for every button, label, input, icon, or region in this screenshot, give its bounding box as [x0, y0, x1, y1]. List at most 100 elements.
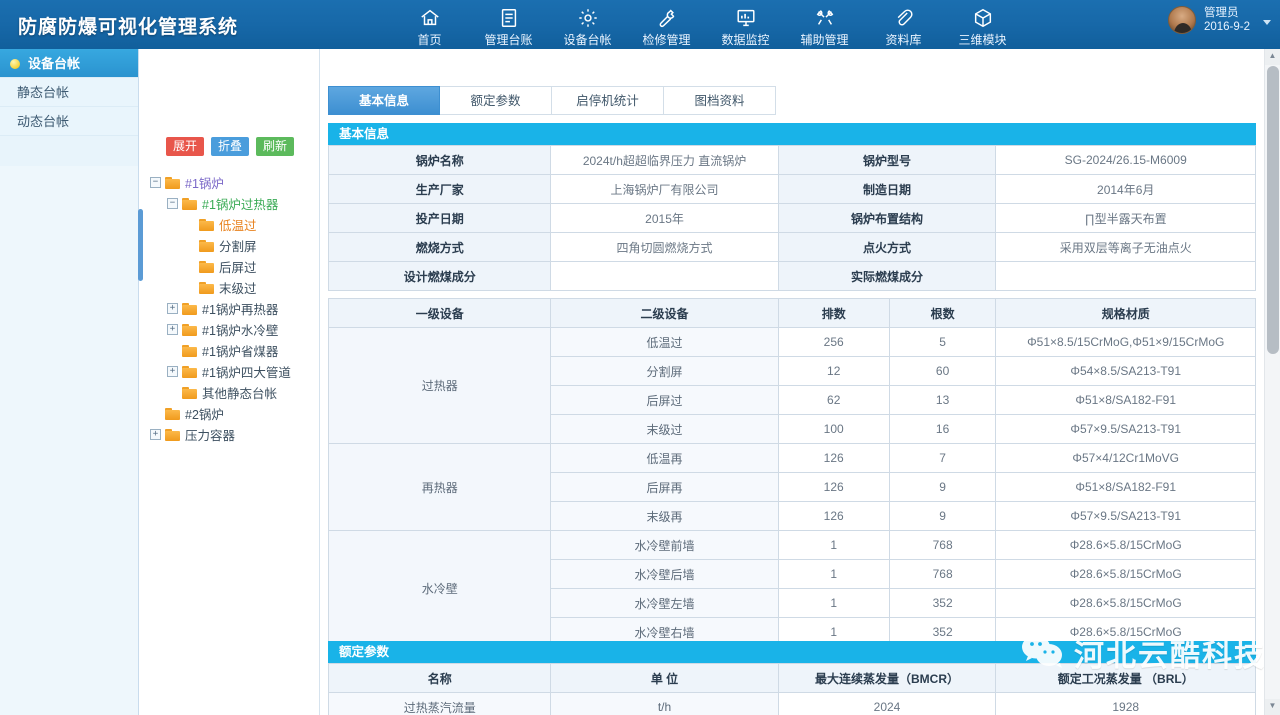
field-value: 2014年6月	[995, 174, 1256, 204]
cell-tubes: 7	[888, 443, 997, 473]
main-scrollbar[interactable]: ▲ ▼	[1264, 49, 1280, 715]
tree-collapse-icon[interactable]: −	[167, 198, 178, 209]
paperclip-icon	[864, 5, 943, 29]
cell-sub: 低温再	[550, 443, 779, 473]
sidebar-item-static-ledger[interactable]: 静态台帐	[0, 78, 138, 107]
basic-info-section-title: 基本信息	[328, 123, 1256, 145]
nav-item-library[interactable]: 资料库	[864, 3, 943, 48]
column-header: 一级设备	[327, 298, 552, 328]
tab-drawings[interactable]: 图档资料	[664, 86, 776, 115]
tree-node[interactable]: + #1锅炉四大管道	[150, 361, 315, 382]
cell-tubes: 16	[888, 414, 997, 444]
tree-node[interactable]: #2锅炉	[150, 403, 315, 424]
tree-node-label: #1锅炉再热器	[202, 303, 279, 317]
cell-rows-count: 1	[777, 530, 890, 560]
nav-label: 设备台帐	[563, 33, 612, 47]
nav-item-maintenance[interactable]: 检修管理	[627, 3, 706, 48]
tree-expand-icon[interactable]: +	[167, 366, 178, 377]
field-label: 生产厂家	[327, 174, 552, 204]
tree-node[interactable]: + #1锅炉水冷壁	[150, 319, 315, 340]
group-name-cell: 过热器	[327, 327, 552, 444]
user-box[interactable]: 管理员 2016-9-2	[1167, 6, 1250, 34]
gear-icon	[548, 5, 627, 29]
cell-spec: Φ28.6×5.8/15CrMoG	[995, 530, 1256, 560]
main-nav: 首页 管理台账 设备台帐 检修管理	[390, 3, 1022, 48]
cell-sub: 末级再	[550, 501, 779, 531]
cell-bmcr: 2024	[777, 692, 997, 715]
chevron-down-icon[interactable]	[1263, 20, 1271, 25]
refresh-button[interactable]: 刷新	[256, 137, 295, 156]
table-row: 燃烧方式 四角切圆燃烧方式 点火方式 采用双层等离子无油点火	[327, 232, 1256, 262]
table-row: 末级过 100 16 Φ57×9.5/SA213-T91	[329, 414, 1256, 444]
field-label: 锅炉布置结构	[777, 203, 997, 233]
tree-expand-icon[interactable]: +	[167, 303, 178, 314]
cell-sub: 末级过	[550, 414, 779, 444]
cell-rows-count: 12	[777, 356, 890, 386]
tree-node[interactable]: + 压力容器	[150, 424, 315, 445]
scroll-down-arrow-icon[interactable]: ▼	[1265, 699, 1280, 715]
rated-params-table: 名称单 位最大连续蒸发量（BMCR） 额定工况蒸发量 （BRL） 过热蒸汽流量 t/…	[327, 663, 1256, 715]
nav-item-3d-module[interactable]: 三维模块	[943, 3, 1022, 48]
tree-node[interactable]: 后屏过	[150, 256, 315, 277]
basic-info-table: 锅炉名称 2024t/h超超临界压力 直流锅炉 锅炉型号 SG-2024/26.15-…	[327, 145, 1256, 291]
app-brand-title: 防腐防爆可视化管理系统	[18, 17, 239, 38]
tree-node-label: 末级过	[219, 282, 257, 296]
tree-node[interactable]: 其他静态台帐	[150, 382, 315, 403]
nav-label: 首页	[417, 33, 442, 47]
bullet-icon	[10, 59, 20, 69]
tree-node[interactable]: − #1锅炉	[150, 172, 315, 193]
column-header: 名称	[327, 663, 552, 693]
tree-node[interactable]: 末级过	[150, 277, 315, 298]
nav-item-auxiliary[interactable]: 辅助管理	[785, 3, 864, 48]
expand-all-button[interactable]: 展开	[166, 137, 205, 156]
tab-basic-info[interactable]: 基本信息	[328, 86, 440, 115]
tree-node[interactable]: + #1锅炉再热器	[150, 298, 315, 319]
scroll-up-arrow-icon[interactable]: ▲	[1265, 49, 1280, 65]
tree-expand-icon[interactable]: +	[167, 324, 178, 335]
user-info: 管理员 2016-9-2	[1204, 6, 1250, 34]
field-value: 四角切圆燃烧方式	[550, 232, 779, 262]
main-content: 基本信息 额定参数 启停机统计 图档资料 基本信息 锅炉名称 2024t/h超超临…	[321, 49, 1280, 715]
sidebar-item-dynamic-ledger[interactable]: 动态台帐	[0, 107, 138, 136]
wrench-icon	[627, 5, 706, 29]
column-header: 排数	[777, 298, 890, 328]
tree-node-label: 其他静态台帐	[202, 387, 278, 401]
tab-rated-params[interactable]: 额定参数	[440, 86, 552, 115]
tree-toggle-spacer	[150, 408, 161, 419]
left-menu-filler	[0, 166, 138, 715]
tree-toggle-spacer	[184, 219, 195, 230]
collapse-all-button[interactable]: 折叠	[211, 137, 250, 156]
monitor-icon	[706, 5, 785, 29]
nav-item-equipment-ledger[interactable]: 设备台帐	[548, 3, 627, 48]
folder-icon	[165, 428, 180, 441]
folder-icon	[199, 239, 214, 252]
tree-scrollbar-thumb[interactable]	[138, 209, 143, 281]
equipment-block: 一级设备 二级设备 排数 根数 规格材质 过热器 低温过 256 5 Φ51×8.5/15CrM…	[327, 298, 1256, 705]
column-header: 最大连续蒸发量（BMCR）	[777, 663, 997, 693]
tree-node[interactable]: − #1锅炉过热器	[150, 193, 315, 214]
nav-item-data-monitor[interactable]: 数据监控	[706, 3, 785, 48]
table-row: 再热器 低温再 126 7 Φ57×4/12Cr1MoVG	[327, 443, 1256, 531]
tree-node-label: #1锅炉省煤器	[202, 345, 279, 359]
tab-startstop-stats[interactable]: 启停机统计	[552, 86, 664, 115]
tree-expand-icon[interactable]: +	[150, 429, 161, 440]
folder-icon	[182, 197, 197, 210]
tree-collapse-icon[interactable]: −	[150, 177, 161, 188]
basic-info-block: 基本信息 锅炉名称 2024t/h超超临界压力 直流锅炉 锅炉型号 SG-2024/2…	[327, 123, 1256, 291]
nav-item-home[interactable]: 首页	[390, 3, 469, 48]
cell-rows-count: 1	[777, 588, 890, 618]
cell-tubes: 9	[888, 472, 997, 502]
field-value: ∏型半露天布置	[995, 203, 1256, 233]
scrollbar-thumb[interactable]	[1267, 66, 1279, 354]
group-name-cell: 再热器	[327, 443, 552, 531]
folder-icon	[199, 260, 214, 273]
table-header-row: 一级设备 二级设备 排数 根数 规格材质	[327, 298, 1256, 328]
nav-label: 资料库	[885, 33, 922, 47]
tree-node[interactable]: #1锅炉省煤器	[150, 340, 315, 361]
field-label: 燃烧方式	[327, 232, 552, 262]
table-row: 锅炉名称 2024t/h超超临界压力 直流锅炉 锅炉型号 SG-2024/26.15-…	[327, 145, 1256, 175]
nav-item-management-ledger[interactable]: 管理台账	[469, 3, 548, 48]
sidebar-item-equipment-ledger[interactable]: 设备台帐	[0, 49, 138, 78]
tree-node[interactable]: 分割屏	[150, 235, 315, 256]
tree-node[interactable]: 低温过	[150, 214, 315, 235]
